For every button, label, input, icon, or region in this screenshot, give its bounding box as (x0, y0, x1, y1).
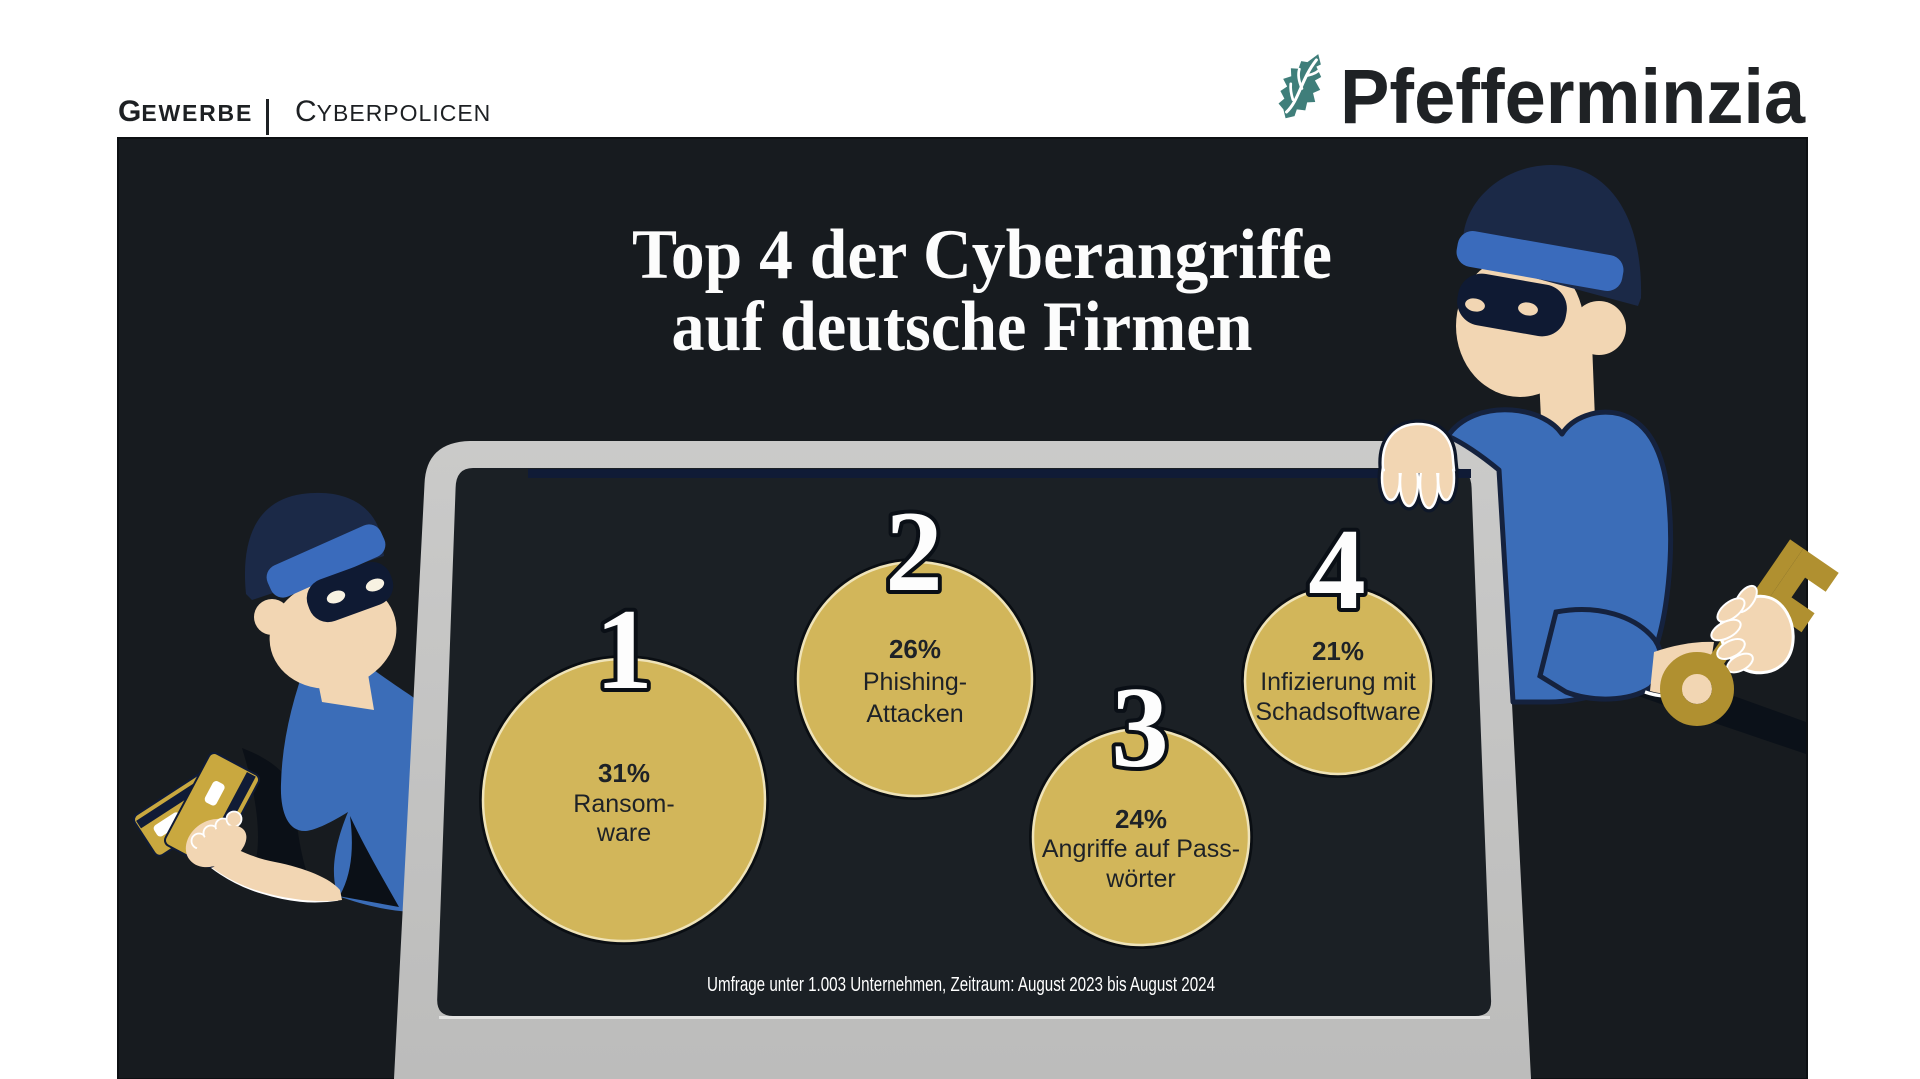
svg-text:Phishing-: Phishing- (863, 668, 967, 696)
svg-text:auf deutsche Firmen: auf deutsche Firmen (672, 288, 1253, 366)
svg-text:Attacken: Attacken (866, 700, 963, 728)
svg-text:Schadsoftware: Schadsoftware (1255, 698, 1420, 726)
svg-text:24%: 24% (1115, 804, 1167, 834)
svg-text:31%: 31% (598, 758, 650, 788)
svg-text:wörter: wörter (1105, 865, 1175, 893)
svg-text:3: 3 (1111, 664, 1169, 791)
svg-text:Infizierung mit: Infizierung mit (1260, 668, 1416, 696)
svg-text:26%: 26% (889, 634, 941, 664)
svg-text:Ransom-: Ransom- (573, 790, 674, 818)
svg-text:Angriffe auf Pass-: Angriffe auf Pass- (1042, 835, 1240, 863)
svg-text:ware: ware (596, 819, 651, 847)
svg-text:2: 2 (885, 488, 943, 615)
svg-text:21%: 21% (1312, 636, 1364, 666)
svg-text:Top 4 der Cyberangriffe: Top 4 der Cyberangriffe (632, 216, 1332, 294)
svg-text:1: 1 (595, 586, 653, 713)
svg-text:4: 4 (1308, 506, 1366, 633)
svg-text:Umfrage unter 1.003 Unternehme: Umfrage unter 1.003 Unternehmen, Zeitrau… (707, 973, 1215, 996)
